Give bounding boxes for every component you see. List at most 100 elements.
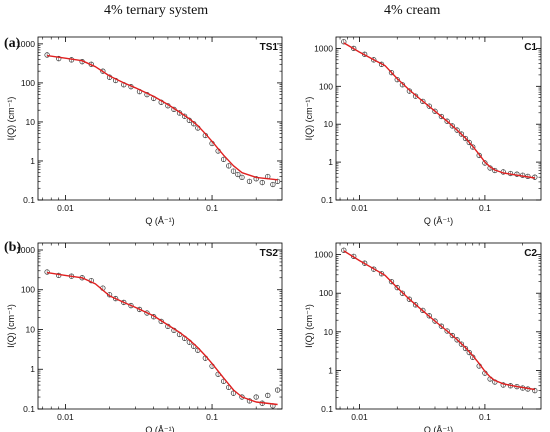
y-tick-label: 1000 [16,245,35,255]
data-point [458,341,465,347]
x-axis-label: Q (Å⁻¹) [145,216,174,226]
data-point [462,135,469,142]
data-point [462,345,469,352]
plot-frame [335,242,542,410]
y-tick-label: 1 [328,365,333,375]
data-point [458,131,465,137]
data-point [341,39,347,45]
y-tick-label: 100 [319,288,333,298]
data-point [438,113,445,120]
chart-panel-ts1: 0.01 0.1 0.1 1 10 100 1000 Q (Å⁻¹) I(Q) (cm⁻¹) TS… [6,36,283,226]
x-tick-label: 0.01 [351,412,368,422]
y-tick-label: 0.1 [23,195,35,205]
data-point [274,387,281,393]
data-point [444,118,450,124]
x-axis-label: Q (Å⁻¹) [424,425,453,432]
x-tick-label: 0.1 [206,203,218,213]
fit-line [46,271,278,406]
data-point [341,247,347,253]
data-point [221,156,227,163]
data-point [482,160,488,166]
data-point [454,127,460,133]
data-point [454,337,460,343]
y-axis-label: I(Q) (cm⁻¹) [6,304,16,348]
data-point [466,139,472,146]
data-point [253,176,259,182]
data-point [128,302,134,309]
chart-panel-c1: 0.01 0.1 0.1 1 10 100 1000 Q (Å⁻¹) I(Q) (cm⁻¹) C1 [304,36,542,226]
data-point [476,152,482,159]
data-point [121,299,127,306]
data-point [362,260,368,266]
data-point [100,68,106,74]
data-point [136,306,143,313]
x-tick-label: 0.1 [479,203,491,213]
data-point [394,76,400,83]
x-tick-label: 0.01 [351,203,368,213]
data-point [253,394,259,400]
data-point [432,108,438,114]
data-point [265,392,271,399]
y-tick-label: 1000 [16,39,35,49]
plot-frame [37,242,283,410]
data-point [144,310,150,316]
x-tick-label: 0.1 [206,412,218,422]
y-axis-label: I(Q) (cm⁻¹) [304,304,314,348]
x-tick-label: 0.01 [57,203,74,213]
fit-line [343,42,535,179]
data-point [351,45,357,52]
data-point [426,313,432,319]
chart-panel-ts2: 0.01 0.1 0.1 1 10 100 1000 Q (Å⁻¹) I(Q) (cm⁻¹) TS… [6,242,283,432]
y-tick-label: 1 [30,364,35,374]
y-tick-label: 1000 [314,43,333,53]
panel-label: C2 [524,248,537,259]
y-tick-label: 0.1 [321,404,333,414]
data-point [378,271,385,277]
plot-frame [37,36,283,201]
data-point [246,178,253,185]
data-point [406,296,413,302]
data-point [270,181,276,188]
data-point [399,290,406,296]
fit-line [343,250,535,391]
data-point [239,174,245,181]
x-tick-label: 0.01 [57,412,74,422]
plot-frame [335,36,542,201]
data-point [181,113,188,119]
y-tick-label: 1 [328,157,333,167]
data-point [112,295,119,302]
panel-label: TS2 [260,248,279,259]
y-tick-label: 100 [319,81,333,91]
data-point [420,98,426,105]
x-axis-label: Q (Å⁻¹) [424,216,453,226]
data-point [259,179,265,186]
y-tick-label: 10 [26,324,36,334]
data-point [438,323,445,329]
fit-line [47,54,278,181]
y-axis-label: I(Q) (cm⁻¹) [304,97,314,141]
data-point [449,332,455,339]
y-tick-label: 1000 [314,250,333,260]
data-point [371,57,377,63]
y-tick-label: 1 [30,156,35,166]
y-tick-label: 0.1 [321,195,333,205]
y-tick-label: 100 [21,285,35,295]
data-point [239,394,245,400]
data-point [235,171,241,178]
panel-label: TS1 [260,42,279,53]
data-point [412,93,419,99]
column-header-cream: 4% cream [384,3,441,18]
data-point [230,168,237,174]
data-point [226,163,232,169]
data-point [426,103,432,109]
y-axis-label: I(Q) (cm⁻¹) [6,97,16,141]
column-header-ternary: 4% ternary system [104,3,209,18]
data-point [44,52,50,58]
data-point [44,269,50,275]
data-point [412,302,419,308]
data-point [444,328,450,334]
data-point [371,266,377,272]
x-axis-label: Q (Å⁻¹) [145,425,174,432]
y-tick-label: 100 [21,78,35,88]
